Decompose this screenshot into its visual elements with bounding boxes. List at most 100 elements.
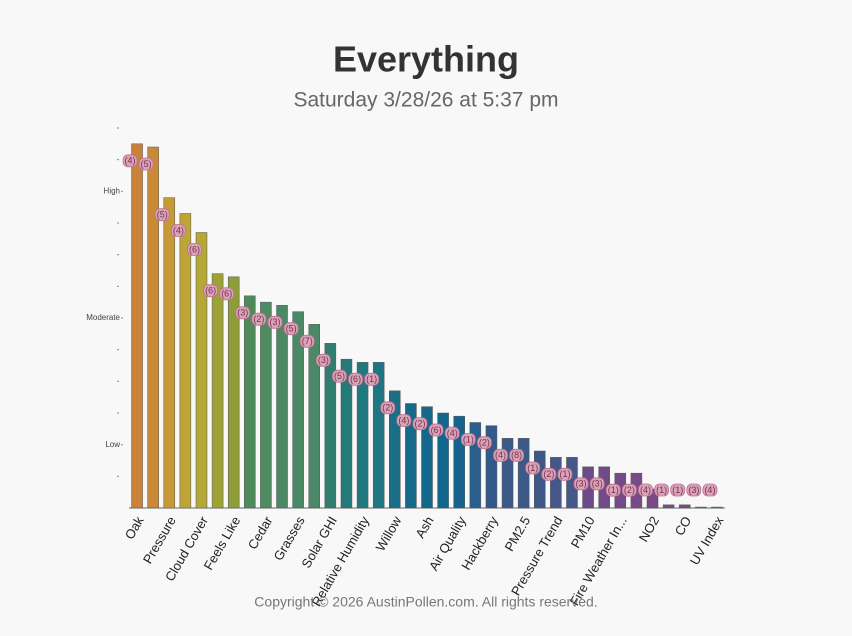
bar bbox=[195, 232, 208, 509]
x-tick-label: PM2.5 bbox=[501, 514, 533, 554]
badge-bg bbox=[557, 467, 573, 481]
badge-bg bbox=[380, 401, 396, 415]
badge-bg bbox=[589, 477, 605, 491]
badge: (2) bbox=[543, 469, 554, 479]
bar bbox=[550, 457, 562, 509]
bar bbox=[276, 305, 288, 509]
badge: (3) bbox=[318, 355, 329, 365]
bar bbox=[227, 276, 240, 509]
badge: (2) bbox=[479, 438, 490, 448]
badge-bg bbox=[122, 154, 138, 168]
badge-bg bbox=[283, 322, 299, 336]
badge: (4) bbox=[704, 485, 715, 495]
badge: (6) bbox=[221, 289, 232, 299]
badge: (5) bbox=[141, 159, 152, 169]
badge: (1) bbox=[656, 485, 667, 495]
badge: (1) bbox=[366, 374, 377, 384]
badge: (4) bbox=[173, 225, 184, 235]
badge: (1) bbox=[608, 485, 619, 495]
badge: (3) bbox=[270, 317, 281, 327]
badge-bg bbox=[267, 315, 283, 329]
x-tick-label: Willow bbox=[373, 513, 405, 554]
bar bbox=[711, 506, 723, 509]
badge-bg bbox=[187, 243, 202, 256]
bar bbox=[356, 362, 369, 509]
badge-bg bbox=[493, 448, 508, 462]
badge: (8) bbox=[511, 450, 522, 460]
badge-bg bbox=[348, 372, 363, 386]
badge-bg bbox=[670, 483, 686, 497]
badge-bg bbox=[364, 372, 380, 386]
badge-bg bbox=[702, 483, 718, 497]
bar bbox=[292, 311, 304, 509]
bar bbox=[324, 343, 337, 509]
bar bbox=[372, 362, 385, 509]
badge: (2) bbox=[253, 314, 264, 324]
badge: (1) bbox=[463, 434, 474, 444]
badge-bg bbox=[541, 467, 557, 481]
badge: (2) bbox=[382, 403, 393, 413]
badge-bg bbox=[509, 448, 525, 462]
badge: (7) bbox=[302, 336, 313, 346]
badge: (6) bbox=[205, 286, 216, 296]
badge-bg bbox=[525, 461, 541, 475]
badge-bg bbox=[138, 157, 154, 171]
badge: (3) bbox=[688, 485, 699, 495]
badge-bg bbox=[235, 306, 251, 320]
bar bbox=[453, 415, 465, 509]
badge: (5) bbox=[157, 210, 168, 220]
badge: (5) bbox=[286, 324, 297, 334]
badge-bg bbox=[315, 353, 331, 367]
bar bbox=[421, 406, 433, 509]
badge-bg bbox=[444, 426, 460, 440]
y-tick-label: Low bbox=[105, 440, 120, 449]
bar bbox=[163, 197, 176, 509]
badge-bg bbox=[412, 417, 428, 431]
badge-bg bbox=[170, 224, 186, 237]
badge: (2) bbox=[415, 419, 426, 429]
badge: (4) bbox=[125, 156, 136, 166]
badge: (1) bbox=[527, 463, 538, 473]
badge: (1) bbox=[559, 469, 570, 479]
badge-bg bbox=[573, 477, 589, 491]
bar bbox=[389, 390, 401, 509]
x-tick-label: CO bbox=[672, 514, 695, 538]
y-tick-label: Moderate bbox=[86, 313, 120, 322]
badge: (6) bbox=[189, 244, 200, 254]
badge-bg bbox=[396, 414, 412, 427]
badge-bg bbox=[638, 483, 653, 497]
bar bbox=[308, 324, 320, 509]
badge: (6) bbox=[350, 374, 361, 384]
badge-bg bbox=[654, 483, 670, 497]
badge-bg bbox=[605, 483, 621, 497]
bar bbox=[340, 358, 353, 509]
badge: (3) bbox=[237, 308, 248, 318]
badge-bg bbox=[460, 433, 476, 446]
bar bbox=[211, 273, 224, 509]
badge-bg bbox=[219, 287, 235, 301]
bar bbox=[405, 403, 417, 509]
badge-bg bbox=[203, 284, 218, 298]
badge: (3) bbox=[576, 479, 587, 489]
badge-bg bbox=[154, 208, 170, 222]
x-tick-label: Ash bbox=[412, 514, 436, 541]
y-tick-label: High bbox=[104, 186, 120, 195]
bar bbox=[147, 146, 159, 509]
x-tick-label: PM10 bbox=[568, 514, 598, 551]
badge: (5) bbox=[334, 371, 345, 381]
bar bbox=[695, 506, 707, 509]
badge: (4) bbox=[447, 428, 458, 438]
bar bbox=[501, 438, 514, 509]
badge-bg bbox=[251, 312, 267, 326]
badge-bg bbox=[622, 483, 637, 497]
badge: (4) bbox=[640, 485, 651, 495]
bar bbox=[244, 295, 256, 509]
bar bbox=[179, 213, 192, 509]
x-tick-label: Oak bbox=[122, 513, 147, 542]
badge-bg bbox=[428, 423, 444, 437]
badge-bg bbox=[299, 334, 315, 348]
bar bbox=[260, 301, 272, 509]
bar bbox=[469, 422, 482, 509]
bar bbox=[131, 143, 143, 509]
